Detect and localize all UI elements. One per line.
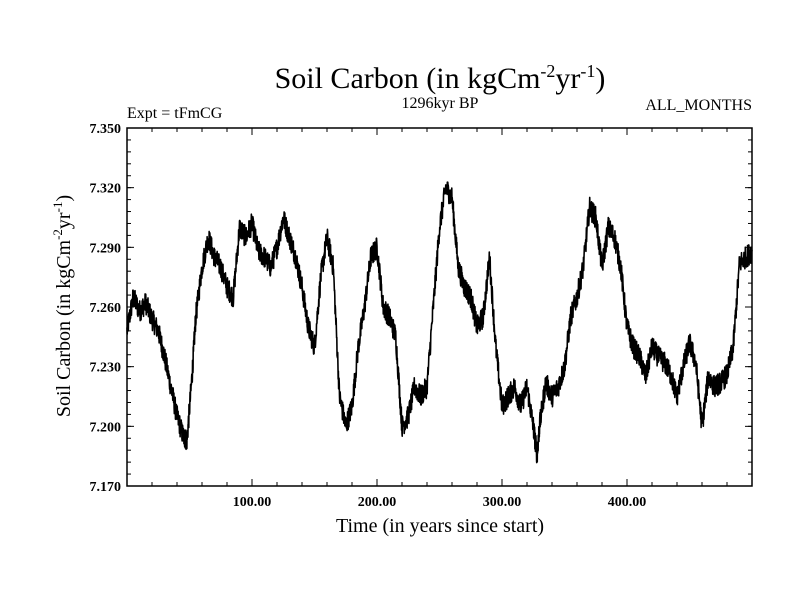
series-line: [126, 181, 753, 464]
y-tick-label: 7.200: [90, 420, 122, 435]
subtitle-center: 1296kyr BP: [402, 95, 479, 112]
y-axis-label-main: Soil Carbon (in kgCm: [53, 239, 75, 417]
chart-title-mid: yr: [555, 62, 580, 95]
y-axis-label-mid: yr: [53, 212, 75, 229]
axis-ticks: 7.170 7.200 7.230 7.260 7.290 7.320 7.350 100.0…: [90, 122, 752, 510]
y-tick-label: 7.320: [90, 182, 122, 197]
y-tick-label: 7.290: [90, 241, 122, 256]
y-tick-label: 7.230: [90, 361, 122, 376]
chart-title-main: Soil Carbon (in kgCm: [275, 62, 541, 95]
chart-title-end: ): [595, 62, 605, 95]
x-tick-label: 300.00: [483, 495, 522, 510]
chart-title: Soil Carbon (in kgCm-2yr-1): [275, 61, 606, 95]
x-tick-label: 200.00: [358, 495, 397, 510]
y-tick-label: 7.260: [90, 301, 122, 316]
y-axis-label-sup1: -2: [50, 229, 65, 240]
y-axis-label-end: ): [53, 195, 75, 202]
chart-title-sup1: -2: [540, 61, 555, 81]
subtitle-right: ALL_MONTHS: [645, 97, 752, 114]
y-axis-label-sup2: -1: [50, 202, 65, 213]
y-axis-label: Soil Carbon (in kgCm-2yr-1): [50, 195, 75, 417]
plot-frame: [126, 127, 753, 487]
data-series: [126, 181, 753, 464]
x-axis-label: Time (in years since start): [336, 515, 544, 537]
x-tick-label: 400.00: [608, 495, 647, 510]
subtitle-left: Expt = tFmCG: [127, 105, 223, 122]
y-tick-label: 7.170: [90, 480, 122, 495]
y-tick-label: 7.350: [90, 122, 122, 137]
chart-title-sup2: -1: [580, 61, 595, 81]
x-tick-label: 100.00: [233, 495, 272, 510]
